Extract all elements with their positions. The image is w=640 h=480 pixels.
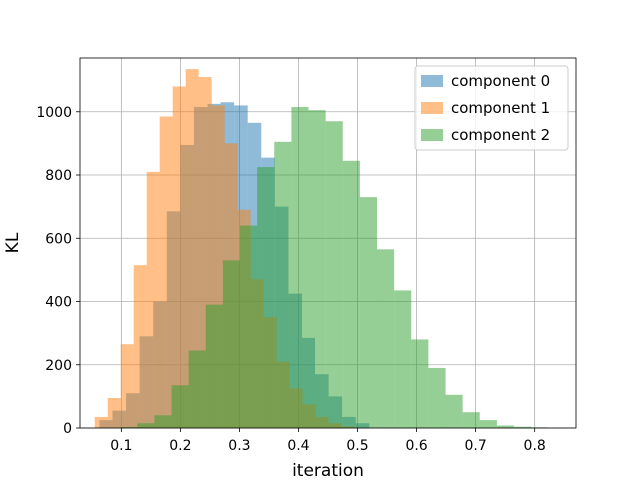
legend-swatch xyxy=(421,129,443,141)
histogram-bar xyxy=(94,416,108,428)
legend: component 0 component 1 component 2 xyxy=(414,65,569,151)
histogram-bar xyxy=(146,171,160,428)
histogram-bar xyxy=(342,160,360,428)
x-tick-label: 0.4 xyxy=(287,438,309,454)
histogram-bar xyxy=(120,344,134,428)
legend-box xyxy=(414,65,569,151)
histogram-bar xyxy=(205,304,223,428)
histogram-bar xyxy=(359,197,378,428)
histogram-bar xyxy=(257,167,275,428)
histogram-bar xyxy=(411,339,429,428)
histogram-bar xyxy=(171,385,189,428)
legend-swatch xyxy=(421,75,443,87)
legend-swatch xyxy=(421,102,443,114)
x-tick-label: 0.3 xyxy=(228,438,250,454)
histogram-bar xyxy=(137,423,155,428)
legend-label: component 2 xyxy=(451,126,550,144)
histogram-bar xyxy=(133,265,147,428)
x-tick-label: 0.5 xyxy=(346,438,368,454)
x-tick-label: 0.6 xyxy=(405,438,427,454)
y-axis-label: KL xyxy=(3,232,23,253)
y-tick-label: 800 xyxy=(45,168,72,184)
histogram-bar xyxy=(514,426,532,428)
histogram-bar xyxy=(428,367,446,428)
histogram-bar xyxy=(308,110,326,428)
histogram-bar xyxy=(107,397,121,428)
histogram-bar xyxy=(462,412,480,428)
histogram-bar xyxy=(120,427,138,428)
histogram-bar xyxy=(172,86,186,428)
histogram-bar xyxy=(240,225,258,428)
histogram-bar xyxy=(274,141,292,429)
histogram-bar xyxy=(445,394,463,428)
histogram-bar xyxy=(222,260,241,428)
series-2-bars xyxy=(120,107,549,429)
axis-ticks: 0.1 0.2 0.3 0.4 0.5 0.6 0.7 0.8 0 200 400 600 800 100… xyxy=(36,105,545,454)
x-tick-label: 0.1 xyxy=(110,438,132,454)
y-tick-label: 200 xyxy=(45,358,72,374)
histogram-bar xyxy=(291,107,309,429)
x-axis-label: iteration xyxy=(292,461,364,480)
plot-frame xyxy=(79,57,577,429)
x-tick-label: 0.2 xyxy=(169,438,191,454)
histogram-bar xyxy=(496,425,514,428)
y-tick-label: 1000 xyxy=(36,105,72,121)
histogram-bar xyxy=(154,415,172,428)
y-tick-label: 400 xyxy=(45,295,72,311)
y-tick-label: 600 xyxy=(45,231,72,247)
histogram-bar xyxy=(377,249,395,428)
x-tick-label: 0.7 xyxy=(464,438,486,454)
histogram-bars xyxy=(94,69,549,429)
legend-label: component 1 xyxy=(451,99,550,117)
x-tick-label: 0.8 xyxy=(524,438,546,454)
histogram-bar xyxy=(185,69,199,429)
legend-label: component 0 xyxy=(451,72,550,90)
histogram-bar xyxy=(325,121,343,428)
y-tick-label: 0 xyxy=(63,421,72,437)
histogram-bar xyxy=(159,116,173,428)
histogram-bar xyxy=(479,420,497,428)
histogram-bar xyxy=(394,290,412,428)
histogram-bar xyxy=(188,350,206,428)
